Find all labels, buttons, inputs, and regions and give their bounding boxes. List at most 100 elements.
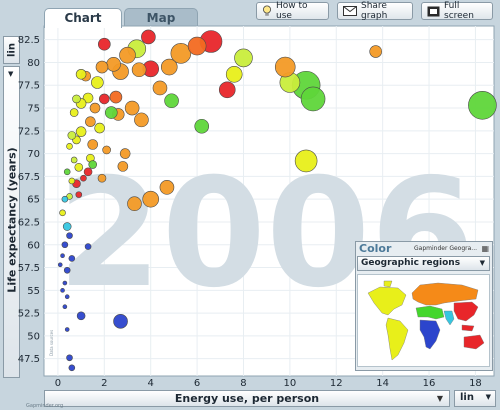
country-bubble[interactable] xyxy=(64,294,70,300)
country-bubble[interactable] xyxy=(141,29,156,45)
country-bubble[interactable] xyxy=(76,311,86,321)
full-screen-button[interactable]: Full screen xyxy=(421,1,493,21)
x-tick-label: 6 xyxy=(194,378,200,389)
country-bubble[interactable] xyxy=(98,37,111,51)
grid-icon[interactable]: ▦ xyxy=(481,244,489,253)
country-bubble[interactable] xyxy=(61,241,69,249)
country-bubble[interactable] xyxy=(82,92,94,104)
share-graph-button[interactable]: Share graph xyxy=(337,1,413,21)
y-tick-label: 62.5 xyxy=(18,217,40,228)
country-bubble[interactable] xyxy=(59,209,66,217)
country-bubble[interactable] xyxy=(91,76,104,89)
country-bubble[interactable] xyxy=(84,243,92,250)
country-bubble[interactable] xyxy=(62,222,72,231)
country-bubble[interactable] xyxy=(160,58,178,76)
country-bubble[interactable] xyxy=(119,148,131,159)
country-bubble[interactable] xyxy=(74,162,84,172)
country-bubble[interactable] xyxy=(159,180,175,195)
country-bubble[interactable] xyxy=(134,112,149,128)
country-bubble[interactable] xyxy=(64,327,70,332)
country-bubble[interactable] xyxy=(106,56,121,72)
country-bubble[interactable] xyxy=(85,116,96,128)
country-bubble[interactable] xyxy=(142,190,160,208)
country-bubble[interactable] xyxy=(66,232,73,239)
region-legend-map[interactable] xyxy=(357,274,490,367)
country-bubble[interactable] xyxy=(124,100,140,116)
country-bubble[interactable] xyxy=(119,46,136,64)
y-tick-label: 52.5 xyxy=(18,309,40,320)
region-middle-east-north-africa xyxy=(415,305,445,320)
country-bubble[interactable] xyxy=(62,304,68,310)
x-axis-scale-selector[interactable]: lin ▼ xyxy=(454,390,496,407)
country-bubble[interactable] xyxy=(87,139,99,150)
country-bubble[interactable] xyxy=(300,86,326,112)
how-to-use-label: How to use xyxy=(276,1,308,21)
country-bubble[interactable] xyxy=(68,364,76,372)
country-bubble[interactable] xyxy=(61,195,69,203)
country-bubble[interactable] xyxy=(187,36,207,56)
x-axis-indicator-selector[interactable]: Energy use, per person ▼ xyxy=(44,390,450,407)
country-bubble[interactable] xyxy=(63,266,71,274)
country-bubble[interactable] xyxy=(102,145,111,155)
country-bubble[interactable] xyxy=(75,126,87,138)
country-bubble[interactable] xyxy=(62,280,68,286)
country-bubble[interactable] xyxy=(80,174,87,182)
country-bubble[interactable] xyxy=(72,94,81,104)
x-axis-title: Energy use, per person xyxy=(174,392,320,405)
country-bubble[interactable] xyxy=(99,93,110,105)
country-bubble[interactable] xyxy=(66,354,73,362)
country-bubble[interactable] xyxy=(75,69,87,80)
y-credit: Data sources xyxy=(49,330,54,356)
region-sub-saharan-africa xyxy=(419,319,441,350)
country-bubble[interactable] xyxy=(97,173,107,183)
country-bubble[interactable] xyxy=(113,314,128,329)
country-bubble[interactable] xyxy=(68,255,76,262)
country-bubble[interactable] xyxy=(94,122,105,134)
chevron-down-icon: ▼ xyxy=(8,70,14,78)
country-bubble[interactable] xyxy=(369,45,383,58)
how-to-use-button[interactable]: How to use xyxy=(256,1,329,21)
country-bubble[interactable] xyxy=(88,160,98,169)
color-indicator-select[interactable]: Geographic regions ▼ xyxy=(357,256,490,271)
y-axis-scale-selector[interactable]: lin xyxy=(3,36,20,64)
country-bubble[interactable] xyxy=(66,143,73,150)
country-bubble[interactable] xyxy=(75,191,83,198)
country-bubble[interactable] xyxy=(69,108,79,117)
country-bubble[interactable] xyxy=(60,253,65,258)
country-bubble[interactable] xyxy=(70,156,78,164)
x-tick-label: 2 xyxy=(101,378,107,389)
country-bubble[interactable] xyxy=(218,81,236,99)
country-bubble[interactable] xyxy=(68,177,76,185)
country-bubble[interactable] xyxy=(63,168,71,176)
full-screen-label: Full screen xyxy=(444,1,474,21)
country-bubble[interactable] xyxy=(89,102,101,114)
country-bubble[interactable] xyxy=(234,48,253,68)
country-bubble[interactable] xyxy=(164,93,179,109)
country-bubble[interactable] xyxy=(57,262,63,268)
country-bubble[interactable] xyxy=(170,43,192,64)
country-bubble[interactable] xyxy=(104,106,118,119)
country-bubble[interactable] xyxy=(127,196,142,212)
y-tick-label: 47.5 xyxy=(18,354,40,365)
country-bubble[interactable] xyxy=(194,118,210,134)
fullscreen-icon xyxy=(427,6,440,16)
x-tick-label: 16 xyxy=(423,378,436,389)
bubbles xyxy=(57,29,497,372)
country-bubble[interactable] xyxy=(60,288,65,293)
country-bubble[interactable] xyxy=(67,131,77,140)
country-bubble[interactable] xyxy=(109,90,123,104)
country-bubble[interactable] xyxy=(131,62,147,78)
tab-chart[interactable]: Chart xyxy=(44,8,122,28)
region-americas xyxy=(367,280,409,361)
country-bubble[interactable] xyxy=(95,60,109,74)
x-tick-label: 14 xyxy=(376,378,389,389)
country-bubble[interactable] xyxy=(152,80,168,96)
country-bubble[interactable] xyxy=(468,90,497,120)
y-axis-indicator-selector[interactable]: ▼ xyxy=(3,66,20,378)
country-bubble[interactable] xyxy=(83,167,93,177)
country-bubble[interactable] xyxy=(117,161,129,172)
country-bubble[interactable] xyxy=(294,149,318,173)
country-bubble[interactable] xyxy=(274,56,296,78)
country-bubble[interactable] xyxy=(225,66,243,83)
tab-map[interactable]: Map xyxy=(124,8,198,27)
